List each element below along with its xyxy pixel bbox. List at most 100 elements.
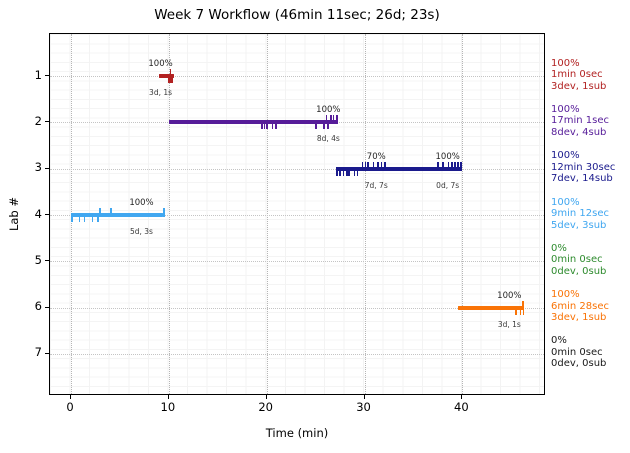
- lab-1-bar: [159, 74, 175, 79]
- devsub-annotation: 0d, 7s: [436, 180, 460, 190]
- x-tick-label: 20: [258, 400, 274, 414]
- deviation-tick: [171, 74, 173, 84]
- legend-devsub: 3dev, 1sub: [551, 80, 607, 92]
- submission-tick: [377, 161, 379, 171]
- chart-title: Week 7 Workflow (46min 11sec; 26d; 23s): [154, 7, 440, 23]
- deviation-tick: [275, 120, 277, 130]
- legend-entry-lab-3: 100% 12min 30sec 7dev, 14sub: [551, 150, 615, 185]
- devsub-annotation: 3d, 1s: [497, 319, 521, 329]
- submission-tick: [372, 161, 375, 171]
- deviation-tick: [168, 74, 170, 84]
- submission-tick: [447, 161, 450, 171]
- legend-time: 1min 0sec: [551, 69, 603, 81]
- legend-entry-lab-4: 100% 9min 12sec 5dev, 3sub: [551, 197, 609, 232]
- legend-percent: 100%: [551, 289, 580, 301]
- percent-annotation: 100%: [129, 198, 154, 208]
- x-tick-mark: [363, 395, 365, 399]
- submission-tick: [451, 161, 453, 171]
- x-gridline: [266, 34, 268, 394]
- submission-tick: [98, 208, 101, 217]
- submission-tick: [336, 115, 338, 125]
- percent-annotation: 70%: [366, 151, 386, 162]
- deviation-tick: [327, 120, 329, 130]
- y-tick-mark: [45, 75, 49, 77]
- lab-4-bar: [71, 213, 163, 217]
- submission-tick: [364, 161, 367, 171]
- devsub-annotation: 7d, 7s: [364, 180, 388, 190]
- y-gridline: [50, 215, 544, 216]
- lab-3-bar: [336, 166, 462, 171]
- submission-tick: [367, 161, 370, 171]
- devsub-annotation: 8d, 4s: [316, 134, 340, 144]
- deviation-tick: [83, 213, 86, 222]
- y-tick-label: 2: [34, 113, 42, 128]
- y-tick-label: 4: [34, 206, 42, 221]
- deviation-tick: [522, 305, 525, 315]
- submission-tick: [522, 300, 524, 310]
- deviation-tick: [71, 213, 73, 222]
- y-gridline: [50, 353, 544, 355]
- deviation-tick: [91, 213, 94, 222]
- legend-time: 17min 1sec: [551, 115, 609, 127]
- x-gridline: [462, 34, 464, 394]
- submission-tick: [436, 161, 439, 171]
- legend-time: 12min 30sec: [551, 161, 616, 173]
- deviation-tick: [339, 166, 341, 176]
- deviation-tick: [315, 120, 317, 130]
- deviation-tick: [97, 213, 100, 222]
- y-tick-mark: [45, 167, 49, 169]
- submission-tick: [332, 115, 335, 125]
- x-tick-mark: [167, 395, 169, 399]
- deviation-tick: [336, 166, 338, 176]
- submission-tick: [325, 115, 328, 125]
- deviation-tick: [266, 120, 268, 130]
- x-tick-label: 40: [454, 400, 469, 414]
- plot-area: 100% 3d, 1s 100% 8d, 4s 70% 7d, 7s 100% 0d, 7s 1…: [49, 33, 545, 395]
- submission-tick: [110, 208, 112, 217]
- deviation-tick: [345, 166, 348, 176]
- deviation-tick: [348, 166, 350, 176]
- submission-tick: [162, 208, 165, 217]
- submission-tick: [442, 161, 444, 171]
- y-tick-mark: [45, 214, 49, 215]
- y-tick-mark: [45, 121, 49, 123]
- devsub-annotation: 5d, 3s: [129, 227, 153, 236]
- legend-time: 0min 0sec: [551, 346, 603, 358]
- legend-percent: 100%: [551, 196, 580, 208]
- lab-6-bar: [458, 305, 525, 310]
- y-gridline: [50, 76, 544, 78]
- deviation-tick: [263, 120, 266, 130]
- legend-devsub: 0dev, 0sub: [551, 358, 607, 370]
- deviation-tick: [353, 166, 356, 176]
- x-tick-label: 10: [160, 400, 176, 414]
- deviation-tick: [169, 74, 172, 84]
- deviation-tick: [271, 120, 274, 130]
- lab-2-bar: [168, 120, 339, 125]
- deviation-tick: [322, 120, 325, 130]
- y-tick-mark: [45, 260, 49, 262]
- percent-annotation: 100%: [316, 105, 341, 116]
- x-tick-label: 30: [356, 400, 371, 414]
- legend-devsub: 8dev, 4sub: [551, 126, 607, 138]
- legend-entry-lab-2: 100% 17min 1sec 8dev, 4sub: [551, 104, 609, 139]
- legend-percent: 0%: [551, 335, 567, 347]
- legend-time: 6min 28sec: [551, 300, 609, 312]
- deviation-tick: [519, 305, 522, 315]
- submission-tick: [169, 69, 172, 79]
- submission-tick: [361, 161, 364, 171]
- percent-annotation: 100%: [497, 290, 522, 301]
- x-gridline: [168, 34, 170, 394]
- submission-tick: [454, 161, 456, 171]
- legend-devsub: 3dev, 1sub: [551, 312, 607, 324]
- submission-tick: [384, 161, 386, 171]
- x-tick-mark: [70, 395, 72, 399]
- x-gridline: [364, 34, 366, 394]
- y-tick-label: 7: [34, 345, 42, 360]
- legend-time: 9min 12sec: [551, 208, 609, 219]
- legend-devsub: 0dev, 0sub: [551, 265, 607, 277]
- deviation-tick: [515, 305, 517, 315]
- legend-devsub: 5dev, 3sub: [551, 219, 607, 231]
- y-tick-label: 3: [34, 160, 42, 175]
- percent-annotation: 100%: [148, 59, 173, 70]
